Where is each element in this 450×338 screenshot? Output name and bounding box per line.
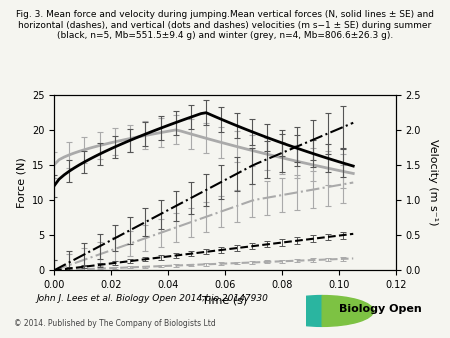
Y-axis label: Velocity (m s⁻¹): Velocity (m s⁻¹): [428, 139, 438, 226]
Wedge shape: [322, 295, 374, 327]
Y-axis label: Force (N): Force (N): [16, 157, 26, 208]
Wedge shape: [271, 295, 322, 327]
Text: Biology Open: Biology Open: [339, 304, 422, 314]
Text: John J. Lees et al. Biology Open 2014;bio.20147930: John J. Lees et al. Biology Open 2014;bi…: [36, 294, 268, 303]
Text: © 2014. Published by The Company of Biologists Ltd: © 2014. Published by The Company of Biol…: [14, 319, 215, 328]
X-axis label: Time (s): Time (s): [202, 296, 248, 306]
Text: Fig. 3. Mean force and velocity during jumping.Mean vertical forces (N, solid li: Fig. 3. Mean force and velocity during j…: [16, 10, 434, 40]
